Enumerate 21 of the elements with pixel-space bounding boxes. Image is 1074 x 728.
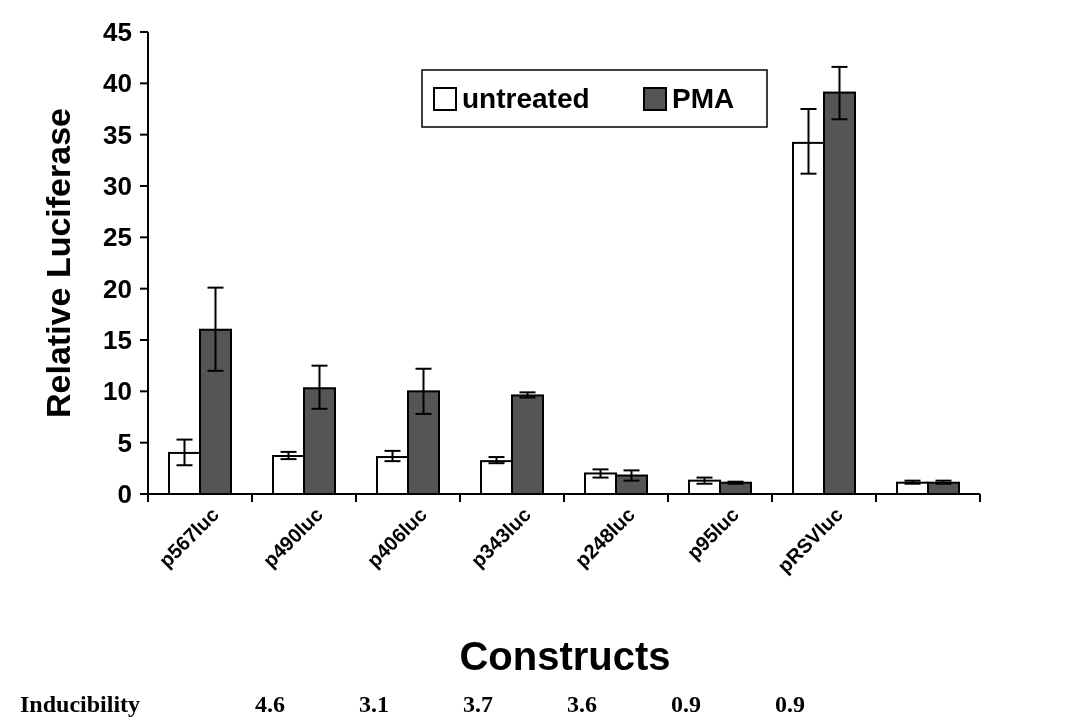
text: 3.7	[463, 691, 493, 717]
y-tick-label: 45	[103, 17, 132, 48]
x-axis-title: Constructs	[459, 634, 671, 678]
y-tick-label: 20	[103, 273, 132, 304]
legend-label: untreated	[462, 83, 590, 114]
y-tick-label: 30	[103, 171, 132, 202]
y-tick-label: 0	[117, 479, 132, 510]
text: Inducibility	[20, 691, 141, 717]
y-tick-label: 35	[103, 119, 132, 150]
text: 3.1	[359, 691, 389, 717]
text: 3.6	[567, 691, 597, 717]
text: 0.9	[775, 691, 805, 717]
legend-label: PMA	[672, 83, 735, 114]
y-tick-label: 40	[103, 68, 132, 99]
y-tick-label: 15	[103, 325, 132, 356]
y-axis-title: Relative Luciferase	[39, 108, 77, 418]
text: 0.9	[671, 691, 701, 717]
y-tick-label: 5	[117, 427, 132, 458]
y-tick-label: 10	[103, 376, 132, 407]
y-tick-label: 25	[103, 222, 132, 253]
text: 4.6	[255, 691, 285, 717]
